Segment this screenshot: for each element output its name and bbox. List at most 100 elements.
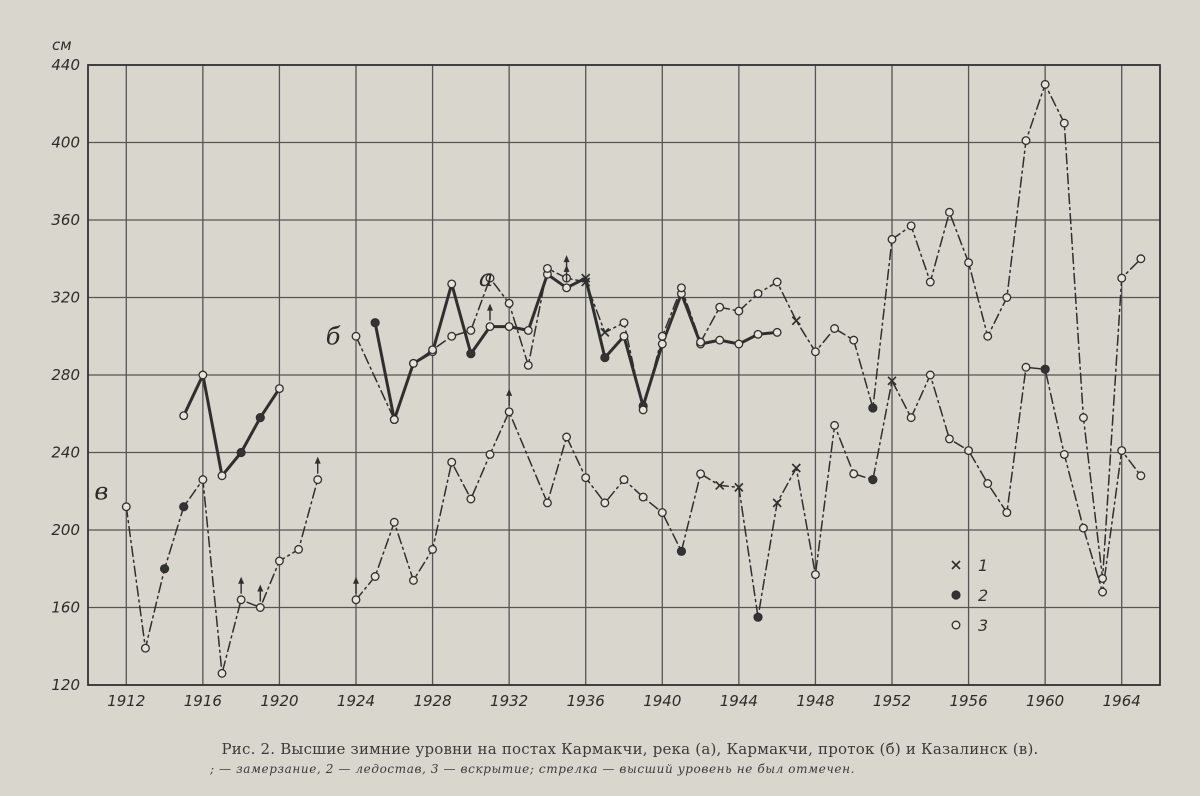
- data-point-в: [849, 469, 859, 479]
- data-point-б: [447, 331, 457, 341]
- x-tick-label: 1956: [949, 692, 987, 710]
- data-point-б: [1117, 273, 1127, 283]
- data-point-в: [1059, 449, 1069, 459]
- data-point-в: [1078, 523, 1088, 533]
- data-point-б: [389, 415, 399, 425]
- data-point-в: [983, 479, 993, 488]
- arrow-head: [238, 576, 245, 584]
- data-point-а: [753, 329, 763, 339]
- data-point-в: [294, 544, 304, 554]
- caption-title: Рис. 2. Высшие зимние уровни на постах К…: [221, 740, 1039, 758]
- data-point-б: [983, 331, 993, 341]
- data-point-а: [179, 411, 189, 421]
- y-tick-label: 240: [51, 444, 80, 462]
- x-marker-stroke: [791, 463, 801, 473]
- y-tick-label: 160: [51, 599, 80, 617]
- data-point-б: [351, 331, 361, 341]
- data-point-в: [504, 407, 514, 417]
- data-point-а: [504, 322, 514, 332]
- data-point-б: [619, 318, 629, 328]
- x-tick-label: 1960: [1026, 692, 1064, 710]
- series-line-в: [355, 366, 1142, 618]
- data-point-в: [1021, 362, 1031, 372]
- data-point-б: [1136, 254, 1146, 264]
- series-line-а: [373, 272, 779, 422]
- data-point-в: [581, 473, 591, 483]
- data-point-а: [772, 327, 782, 337]
- series-tags: а б в: [94, 264, 493, 505]
- x-tick-label: 1920: [260, 692, 298, 710]
- data-point-в: [830, 420, 840, 430]
- data-point-в: [542, 498, 552, 508]
- data-point-в: [198, 475, 208, 485]
- data-point-в: [274, 556, 284, 566]
- data-point-а: [715, 335, 725, 345]
- caption-legend-note: ; — замерзание, 2 — ледостав, 3 — вскрыт…: [210, 762, 856, 776]
- data-point-в: [351, 595, 361, 605]
- data-point-б: [715, 302, 725, 312]
- x-marker-stroke: [951, 560, 961, 570]
- data-point-б: [810, 347, 820, 357]
- x-tick-label: 1944: [720, 692, 758, 710]
- data-point-в: [810, 570, 820, 580]
- data-point-в: [964, 446, 974, 456]
- y-tick-label: 200: [51, 521, 80, 539]
- data-point-в: [562, 432, 572, 442]
- arrow-head: [506, 388, 513, 396]
- data-point-в: [906, 413, 916, 423]
- arrow-head: [563, 255, 570, 263]
- data-point-в: [676, 546, 687, 556]
- figure-caption: Рис. 2. Высшие зимние уровни на постах К…: [100, 740, 1160, 776]
- y-tick-label: 320: [51, 289, 80, 307]
- data-point-а: [562, 283, 572, 293]
- data-point-а: [236, 447, 246, 458]
- data-point-а: [255, 413, 265, 423]
- x-tick-label: 1964: [1103, 692, 1141, 710]
- x-marker-stroke: [715, 480, 725, 491]
- data-point-в: [466, 494, 476, 504]
- data-point-а: [581, 273, 591, 283]
- y-tick-label: 360: [51, 211, 80, 229]
- data-point-а: [466, 349, 476, 359]
- data-point-в: [485, 449, 495, 459]
- data-point-б: [1078, 413, 1088, 423]
- arrow-marker: [353, 576, 359, 594]
- legend-marker: [951, 560, 961, 570]
- arrow-marker: [487, 303, 493, 321]
- x-tick-label: 1952: [873, 692, 911, 710]
- x-tick-label: 1912: [107, 692, 145, 710]
- data-point-б: [600, 327, 610, 337]
- legend-label: 2: [978, 586, 988, 605]
- data-point-в: [1098, 587, 1108, 597]
- data-point-в: [408, 575, 418, 585]
- x-tick-label: 1932: [490, 692, 528, 710]
- data-point-б: [542, 263, 552, 273]
- data-point-а: [217, 471, 227, 481]
- data-point-б: [753, 289, 763, 299]
- data-point-а: [447, 279, 457, 289]
- data-point-б: [408, 358, 418, 368]
- x-marker-stroke: [772, 498, 782, 508]
- arrow-marker: [314, 456, 321, 474]
- data-point-б: [504, 298, 514, 308]
- arrow-marker: [257, 584, 264, 602]
- x-tick-label: 1936: [567, 692, 605, 710]
- x-tick-label: 1916: [184, 692, 222, 710]
- data-point-б: [925, 277, 935, 287]
- arrow-head: [487, 303, 493, 311]
- data-point-а: [734, 339, 744, 349]
- data-point-в: [619, 475, 629, 485]
- x-tick-label: 1948: [796, 692, 834, 710]
- y-tick-label: 280: [51, 366, 80, 384]
- data-point-в: [1117, 446, 1127, 456]
- data-point-в: [753, 612, 763, 622]
- data-point-б: [1059, 118, 1069, 128]
- x-tick-label: 1924: [337, 692, 375, 710]
- plot-frame: [87, 64, 1161, 686]
- data-point-в: [1040, 364, 1050, 374]
- x-tick-label: 1940: [643, 692, 681, 710]
- legend-label: 1: [978, 556, 988, 575]
- x-tick-label: 1928: [413, 692, 451, 710]
- data-point-б: [1040, 79, 1050, 89]
